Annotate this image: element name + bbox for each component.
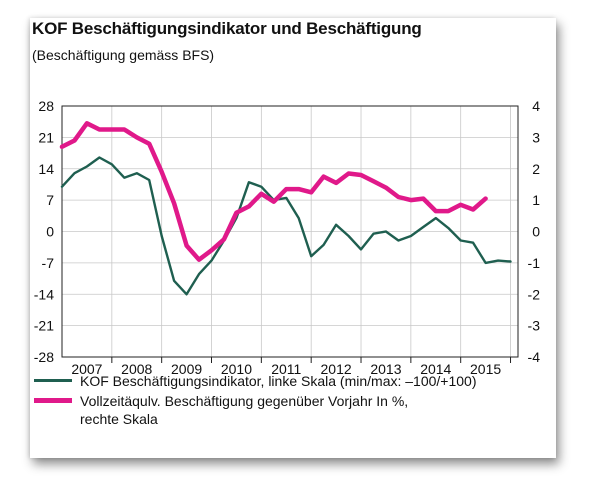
x-tick-label: 2009 <box>171 361 202 377</box>
x-tick-label: 2011 <box>271 361 301 377</box>
x-tick-label: 2010 <box>221 361 252 377</box>
y-left-tick-label: -28 <box>34 349 54 365</box>
x-tick-label: 2014 <box>420 361 451 377</box>
y-left-tick-label: 7 <box>46 192 54 208</box>
y-left-tick-label: 0 <box>46 224 54 240</box>
y-left-tick-label: -7 <box>42 255 55 271</box>
y-left-tick-label: 28 <box>38 98 54 114</box>
x-tick-label: 2012 <box>321 361 352 377</box>
series-line-employment <box>59 121 488 262</box>
legend-label-employment-line1: Vollzeitäqulv. Beschäftigung gegenüber V… <box>80 393 409 409</box>
chart-card <box>30 18 556 458</box>
x-tick-label: 2013 <box>370 361 401 377</box>
legend-label-employment-line2: rechte Skala <box>80 411 158 427</box>
legend-label-kof: KOF Beschäftigungsindikator, linke Skala… <box>80 373 477 389</box>
chart-title: KOF Beschäftigungsindikator und Beschäft… <box>32 19 422 38</box>
chart-subtitle: (Beschäftigung gemäss BFS) <box>32 47 215 63</box>
legend: KOF Beschäftigungsindikator, linke Skala… <box>32 372 476 430</box>
plot-frame <box>61 105 519 358</box>
x-tick-label: 2008 <box>121 361 152 377</box>
legend-item-employment: Vollzeitäqulv. Beschäftigung gegenüber V… <box>32 392 476 428</box>
legend-item-kof: KOF Beschäftigungsindikator, linke Skala… <box>32 372 476 390</box>
y-right-tick-label: 1 <box>532 192 540 208</box>
y-left-tick-label: 14 <box>38 161 54 177</box>
y-left-tick-label: -14 <box>34 286 54 302</box>
y-right-tick-label: 0 <box>532 224 540 240</box>
y-right-tick-label: 4 <box>532 98 540 114</box>
y-right-tick-label: 2 <box>532 161 540 177</box>
y-right-tick-label: -4 <box>528 349 541 365</box>
y-right-tick-label: 3 <box>532 129 540 145</box>
series-line-kof <box>60 156 512 296</box>
y-left-tick-label: 21 <box>38 129 54 145</box>
legend-swatch-employment <box>34 398 72 403</box>
y-right-tick-label: -3 <box>528 318 541 334</box>
x-tick-label: 2015 <box>470 361 501 377</box>
y-right-tick-label: -1 <box>528 255 541 271</box>
legend-swatch-kof <box>34 379 72 382</box>
x-tick-label: 2007 <box>71 361 102 377</box>
y-right-tick-label: -2 <box>528 286 541 302</box>
y-left-tick-label: -21 <box>34 318 54 334</box>
